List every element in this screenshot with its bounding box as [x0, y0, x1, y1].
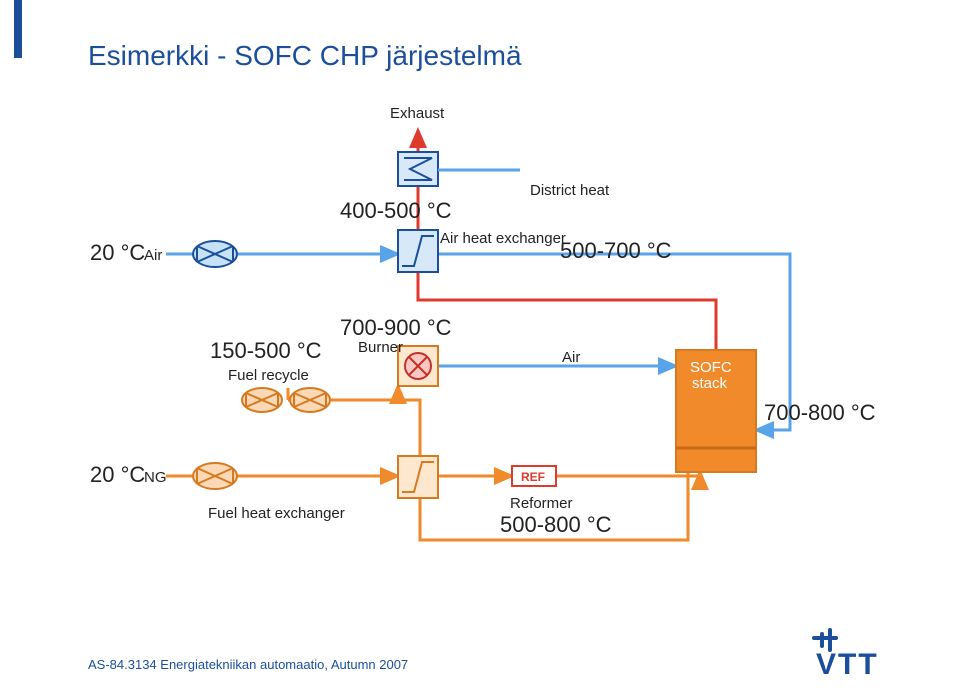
valve-recycle-1	[242, 388, 282, 412]
lbl-ref: REF	[521, 470, 545, 484]
lbl-exhaust: Exhaust	[390, 105, 445, 122]
lbl-district: District heat	[530, 182, 610, 199]
lbl-ng-temp: 20 °C	[90, 462, 145, 487]
lbl-recycle-temp: 150-500 °C	[210, 338, 322, 363]
lbl-air-to-sofc: Air	[562, 349, 580, 366]
lbl-sofc-1: SOFC	[690, 359, 732, 376]
lbl-ng: NG	[144, 469, 167, 486]
lbl-fuel-hx: Fuel heat exchanger	[208, 505, 345, 522]
lbl-reformer: Reformer	[510, 495, 573, 512]
lbl-sofc-temp: 700-800 °C	[764, 400, 876, 425]
lbl-burner-temp: 700-900 °C	[340, 315, 452, 340]
district-heat-box	[398, 152, 438, 186]
lbl-air-sofc-temp: 500-700 °C	[560, 238, 672, 263]
lbl-burner: Burner	[358, 339, 403, 356]
lbl-air-hx: Air heat exchanger	[440, 230, 566, 247]
fuel-hx-box	[398, 456, 438, 498]
valve-ng	[193, 463, 237, 489]
valve-air	[193, 241, 237, 267]
lbl-sofc-2: stack	[692, 375, 728, 392]
air-hx-box	[398, 230, 438, 272]
lbl-air-temp-in: 20 °C	[90, 240, 145, 265]
process-diagram: Exhaust District heat 400-500 °C Air hea…	[0, 0, 960, 696]
lbl-recycle: Fuel recycle	[228, 367, 309, 384]
lbl-air-in: Air	[144, 247, 162, 264]
lbl-reformer-temp: 500-800 °C	[500, 512, 612, 537]
lbl-air-hx-temp: 400-500 °C	[340, 198, 452, 223]
valve-recycle-2	[290, 388, 330, 412]
burner-box	[398, 346, 438, 386]
